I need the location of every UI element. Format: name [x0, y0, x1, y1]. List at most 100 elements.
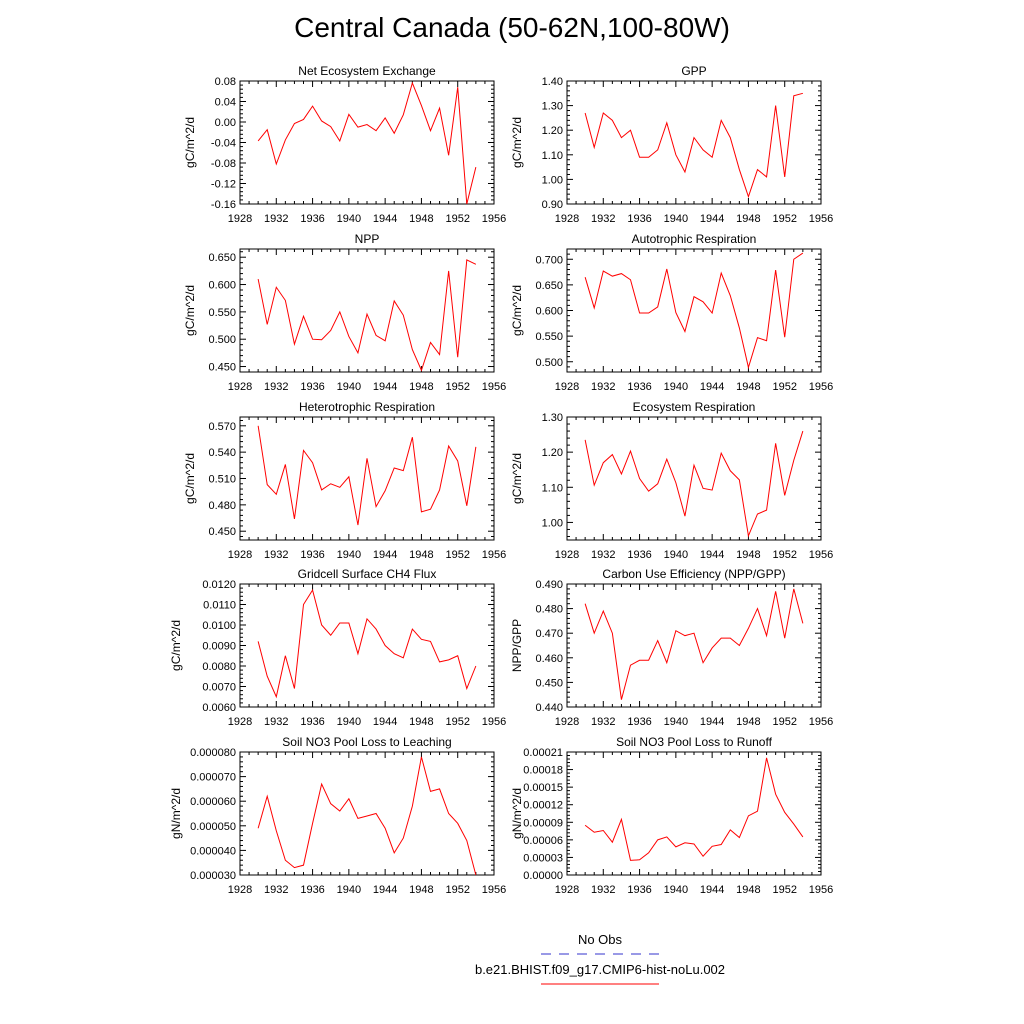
- x-tick-label: 1928: [228, 549, 252, 561]
- y-tick-label: 0.0120: [202, 579, 236, 591]
- series-line: [257, 756, 477, 875]
- figure-title: Central Canada (50-62N,100-80W): [294, 12, 730, 43]
- plot-frame: [239, 248, 495, 373]
- chart-panel: 1928 1932 1936 1940 1944 1948 1952 1956 0.000030…: [169, 735, 506, 896]
- panel-title: Autotrophic Respiration: [632, 232, 757, 246]
- y-tick-label: 1.10: [542, 150, 563, 162]
- x-tick-label: 1948: [736, 884, 760, 896]
- x-tick-label: 1944: [373, 213, 397, 225]
- plot-frame: [566, 80, 822, 205]
- y-tick-label: 0.04: [215, 97, 236, 109]
- y-tick-label: 0.450: [535, 677, 563, 689]
- x-tick-label: 1944: [373, 884, 397, 896]
- x-tick-label: 1956: [809, 213, 833, 225]
- series-line: [257, 425, 477, 526]
- y-tick-label: 0.550: [535, 331, 563, 343]
- y-tick-label: 1.40: [542, 76, 563, 88]
- y-tick-label: 0.650: [208, 252, 236, 264]
- x-tick-label: 1936: [300, 884, 324, 896]
- y-tick-label: 0.00021: [523, 747, 563, 759]
- y-axis-label: NPP/GPP: [510, 619, 524, 672]
- y-tick-label: 0.000050: [190, 821, 236, 833]
- x-tick-label: 1928: [555, 381, 579, 393]
- chart-panel: 1928 1932 1936 1940 1944 1948 1952 1956 0.440 0.4…: [510, 567, 833, 728]
- y-tick-label: 0.700: [535, 254, 563, 266]
- y-tick-label: 0.470: [535, 628, 563, 640]
- x-tick-label: 1928: [555, 884, 579, 896]
- series-line: [584, 588, 804, 700]
- x-tick-label: 1940: [664, 716, 688, 728]
- y-tick-label: 0.00006: [523, 835, 563, 847]
- x-tick-label: 1944: [373, 716, 397, 728]
- x-tick-label: 1928: [228, 213, 252, 225]
- x-tick-label: 1936: [627, 549, 651, 561]
- panel-title: Carbon Use Efficiency (NPP/GPP): [602, 567, 785, 581]
- x-tick-label: 1944: [700, 549, 724, 561]
- series-line: [584, 757, 804, 861]
- x-tick-label: 1936: [627, 884, 651, 896]
- y-tick-label: 1.20: [542, 125, 563, 137]
- y-tick-label: -0.04: [211, 138, 236, 150]
- series-line: [584, 92, 803, 199]
- y-tick-label: 0.90: [542, 199, 563, 211]
- x-tick-label: 1956: [482, 716, 506, 728]
- y-tick-label: 0.460: [535, 653, 563, 665]
- y-tick-label: 0.0110: [203, 600, 236, 612]
- panel-title: Net Ecosystem Exchange: [298, 64, 436, 78]
- x-tick-label: 1952: [772, 549, 796, 561]
- series-line: [584, 252, 804, 370]
- x-tick-label: 1932: [264, 884, 288, 896]
- x-tick-label: 1952: [772, 213, 796, 225]
- x-tick-label: 1956: [809, 884, 833, 896]
- x-tick-label: 1928: [228, 716, 252, 728]
- x-tick-label: 1936: [300, 213, 324, 225]
- panel-title: NPP: [355, 232, 380, 246]
- x-tick-label: 1952: [772, 716, 796, 728]
- x-tick-label: 1948: [409, 884, 433, 896]
- y-tick-label: 0.450: [208, 526, 236, 538]
- chart-panel: 1928 1932 1936 1940 1944 1948 1952 1956 0.450 0.5…: [183, 232, 506, 393]
- y-tick-label: 0.540: [208, 447, 236, 459]
- y-tick-label: 1.30: [542, 412, 563, 424]
- y-tick-label: 0.480: [208, 500, 236, 512]
- y-tick-label: 0.0090: [202, 641, 236, 653]
- x-tick-label: 1956: [482, 213, 506, 225]
- y-tick-label: 0.600: [208, 280, 236, 292]
- series-line: [257, 81, 477, 204]
- x-tick-label: 1940: [337, 549, 361, 561]
- plot-frame: [566, 416, 822, 541]
- y-tick-label: 0.000080: [190, 747, 236, 759]
- y-axis-label: gC/m^2/d: [510, 285, 524, 336]
- panel-title: GPP: [681, 64, 706, 78]
- y-tick-label: 0.00000: [523, 870, 563, 882]
- x-tick-label: 1944: [700, 213, 724, 225]
- plot-frame: [239, 751, 495, 876]
- y-tick-label: -0.12: [211, 179, 236, 191]
- x-tick-label: 1952: [445, 716, 469, 728]
- x-tick-label: 1956: [809, 549, 833, 561]
- x-tick-label: 1936: [300, 549, 324, 561]
- panel-title: Gridcell Surface CH4 Flux: [298, 567, 437, 581]
- y-tick-label: 0.000030: [190, 870, 236, 882]
- chart-panel: 1928 1932 1936 1940 1944 1948 1952 1956 -0.16 -0.…: [183, 64, 506, 225]
- y-axis-label: gC/m^2/d: [510, 117, 524, 168]
- y-tick-label: -0.08: [211, 158, 236, 170]
- x-tick-label: 1956: [482, 884, 506, 896]
- y-tick-label: 0.490: [535, 579, 563, 591]
- y-tick-label: 0.500: [208, 334, 236, 346]
- y-tick-label: 0.00012: [523, 800, 563, 812]
- chart-panel: 1928 1932 1936 1940 1944 1948 1952 1956 0.90 1.00…: [510, 64, 833, 225]
- chart-panel: 1928 1932 1936 1940 1944 1948 1952 1956 0.500 0.5…: [510, 232, 833, 393]
- x-tick-label: 1948: [409, 549, 433, 561]
- x-tick-label: 1932: [591, 716, 615, 728]
- x-tick-label: 1936: [627, 716, 651, 728]
- y-tick-label: 0.0100: [202, 620, 236, 632]
- y-tick-label: 1.00: [542, 517, 563, 529]
- x-tick-label: 1952: [445, 213, 469, 225]
- y-tick-label: 0.570: [208, 421, 236, 433]
- x-tick-label: 1932: [591, 381, 615, 393]
- y-tick-label: 1.20: [542, 447, 563, 459]
- x-tick-label: 1948: [736, 716, 760, 728]
- y-tick-label: 0.00009: [523, 817, 563, 829]
